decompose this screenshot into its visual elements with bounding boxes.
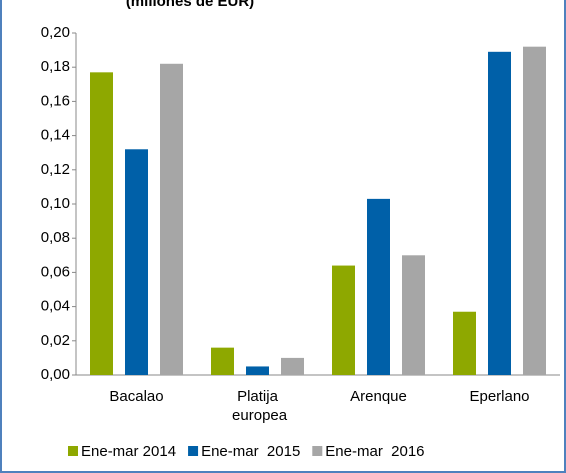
x-tick-label: Platija europea — [228, 388, 288, 424]
bar — [453, 311, 476, 375]
legend-label: Ene-mar 2015 — [201, 443, 300, 460]
bar — [160, 63, 183, 375]
legend-label: Ene-mar 2016 — [325, 443, 424, 460]
y-tick-label: 0,20 — [41, 24, 70, 41]
bar — [523, 46, 546, 376]
y-tick-label: 0,12 — [41, 161, 70, 178]
x-tick-label: Bacalao — [109, 388, 163, 405]
bar — [332, 265, 355, 375]
bar — [90, 72, 113, 375]
chart-title: (millones de EUR) — [126, 0, 254, 10]
y-tick-label: 0,08 — [41, 229, 70, 246]
y-tick-label: 0,00 — [41, 366, 70, 383]
bar — [211, 347, 234, 375]
x-tick-label: Eperlano — [469, 388, 529, 405]
bar — [281, 357, 304, 375]
y-tick-label: 0,16 — [41, 92, 70, 109]
y-tick-label: 0,10 — [41, 195, 70, 212]
legend-swatch — [312, 446, 323, 456]
legend-label: Ene-mar 2014 — [81, 443, 176, 460]
bar — [402, 255, 425, 375]
y-tick-label: 0,04 — [41, 298, 70, 315]
legend-swatch — [188, 446, 199, 456]
y-tick-label: 0,14 — [41, 127, 70, 144]
legend-swatch — [68, 446, 78, 456]
y-tick-label: 0,06 — [41, 263, 70, 280]
y-tick-label: 0,18 — [41, 58, 70, 75]
x-tick-label: Arenque — [350, 388, 407, 405]
bar — [367, 198, 390, 375]
bar — [246, 366, 269, 375]
bar — [125, 149, 148, 375]
y-tick-label: 0,02 — [41, 332, 70, 349]
bar — [488, 51, 511, 376]
